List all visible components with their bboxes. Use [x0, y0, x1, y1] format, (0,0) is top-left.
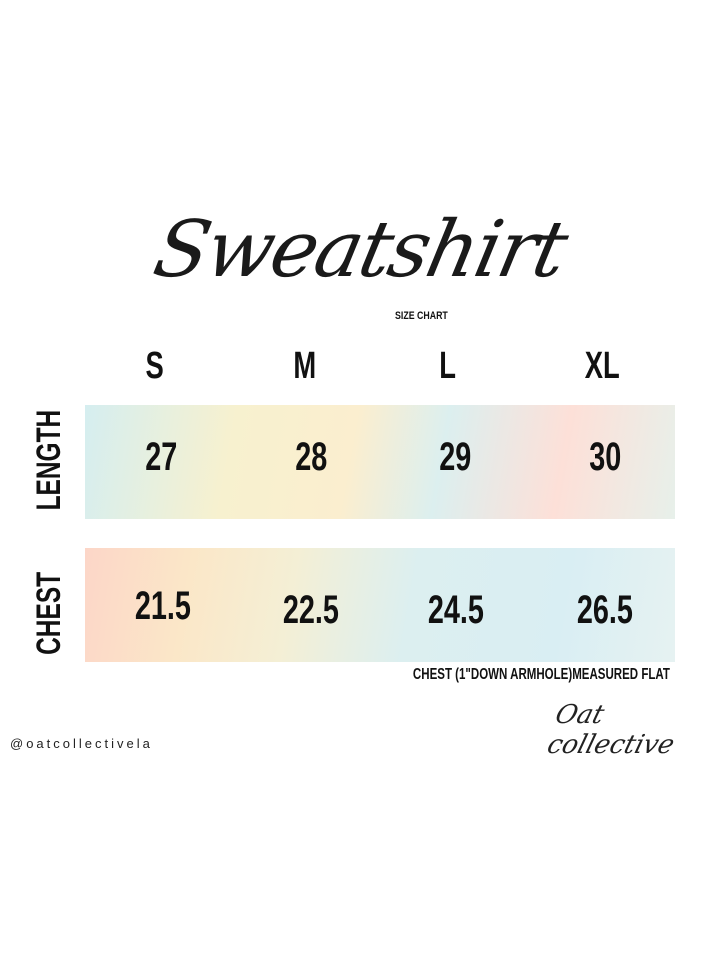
- chest-m: 22.5: [282, 588, 340, 632]
- length-xl: 30: [588, 435, 622, 479]
- measurement-note: CHEST (1"DOWN ARMHOLE)MEASURED FLAT: [413, 666, 670, 683]
- row-label-chest: CHEST: [30, 571, 68, 655]
- chest-row: 21.5 22.5 24.5 26.5: [85, 548, 675, 662]
- brand-logo: Oat collective: [543, 700, 678, 760]
- chart-title: Sweatshirt: [146, 205, 574, 295]
- social-handle: @oatcollectivela: [10, 736, 153, 751]
- chart-subtitle: SIZE CHART: [395, 310, 448, 322]
- size-header-s: S: [145, 345, 165, 387]
- length-l: 29: [438, 435, 472, 479]
- size-header-l: L: [439, 345, 457, 387]
- chest-xl: 26.5: [576, 588, 634, 632]
- row-label-length: LENGTH: [30, 409, 68, 511]
- size-header-xl: XL: [584, 345, 620, 387]
- size-header-m: M: [293, 345, 317, 387]
- chest-l: 24.5: [427, 588, 485, 632]
- length-row: 27 28 29 30: [85, 405, 675, 519]
- length-s: 27: [144, 435, 178, 479]
- length-m: 28: [294, 435, 328, 479]
- chest-s: 21.5: [134, 584, 192, 628]
